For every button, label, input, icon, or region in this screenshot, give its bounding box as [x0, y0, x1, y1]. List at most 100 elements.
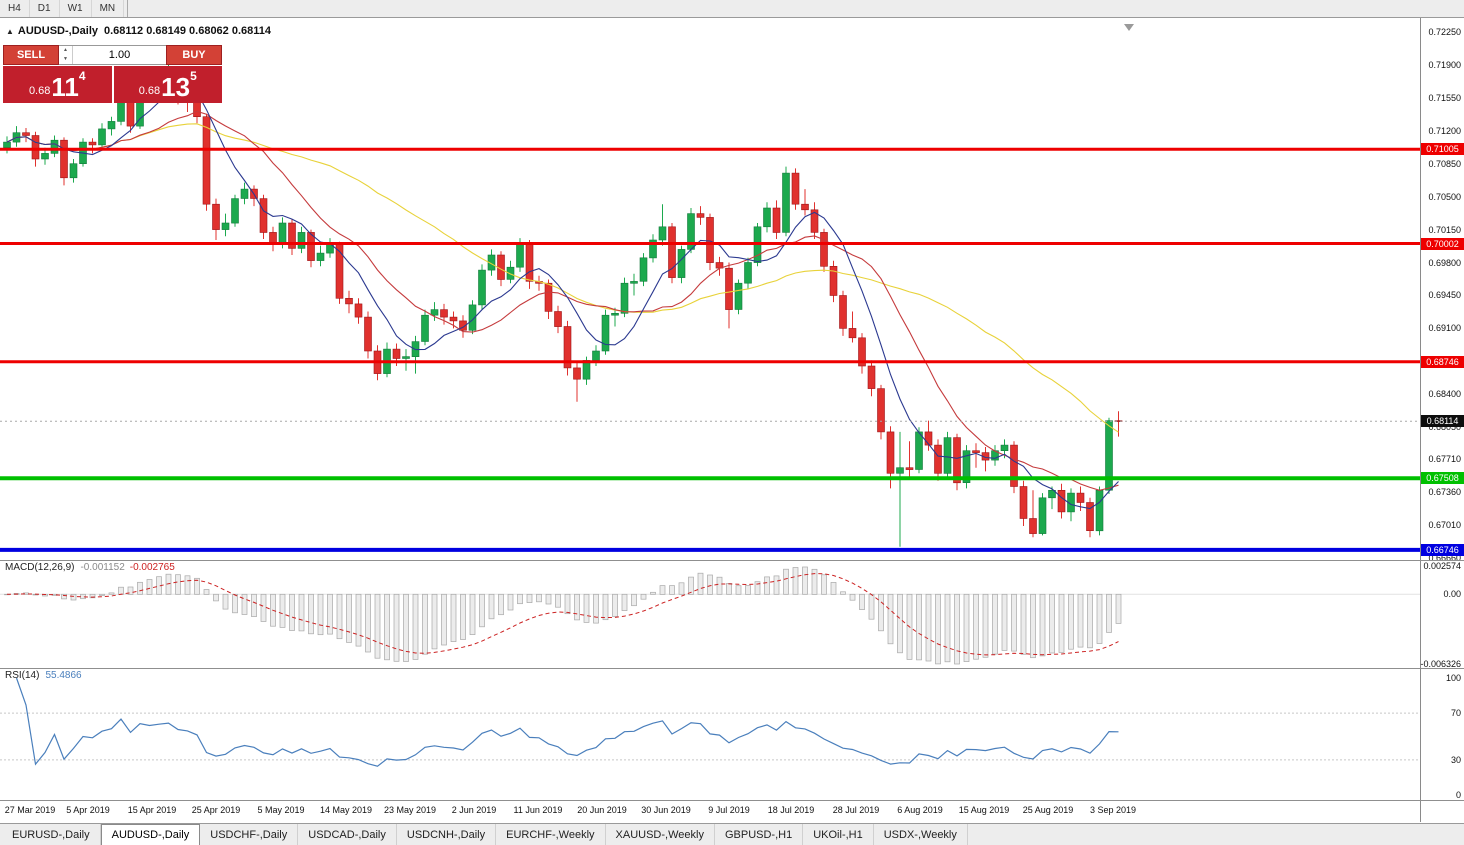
macd-name: MACD(12,26,9) — [5, 562, 75, 573]
macd-signal-value: -0.002765 — [129, 562, 175, 573]
rsi-label: RSI(14) 55.4866 — [5, 670, 82, 681]
price-level-badge: 0.67508 — [1421, 472, 1464, 484]
price-axis-label: 0.68400 — [1428, 389, 1461, 399]
macd-axis-label: 0.00 — [1443, 589, 1461, 599]
volume-down-icon[interactable]: ▼ — [63, 56, 68, 62]
date-label: 25 Aug 2019 — [1022, 805, 1074, 815]
timeframe-button-h4[interactable]: H4 — [0, 0, 30, 17]
price-axis-label: 0.69450 — [1428, 290, 1461, 300]
date-label: 23 May 2019 — [383, 805, 437, 815]
chart-title: ▲ AUDUSD-,Daily 0.68112 0.68149 0.68062 0.… — [6, 25, 271, 37]
price-axis-label: 0.71200 — [1428, 126, 1461, 136]
toolbar-separator — [127, 0, 129, 17]
sell-price-box[interactable]: 0.68 11 4 — [3, 66, 112, 103]
chart-tab-usdchf-daily[interactable]: USDCHF-,Daily — [200, 824, 299, 845]
price-axis-label: 0.70500 — [1428, 192, 1461, 202]
price-axis-border — [1420, 18, 1421, 822]
price-axis-label: 0.71900 — [1428, 60, 1461, 70]
chart-tab-bar: EURUSD-,Daily AUDUSD-,Daily USDCHF-,Daily U… — [0, 823, 1464, 845]
one-click-trading-panel: SELL ▲ ▼ 1.00 BUY 0.68 11 4 0.68 13 5 — [3, 45, 222, 103]
macd-axis-label: -0.006326 — [1420, 659, 1461, 669]
panel-divider[interactable] — [0, 560, 1464, 561]
macd-axis-label: 0.002574 — [1423, 561, 1461, 571]
date-label: 30 Jun 2019 — [641, 805, 691, 815]
price-axis-label: 0.69800 — [1428, 258, 1461, 268]
volume-value[interactable]: 1.00 — [108, 49, 131, 61]
date-label: 20 Jun 2019 — [577, 805, 627, 815]
date-label: 5 May 2019 — [257, 805, 305, 815]
price-axis-label: 0.66660 — [1428, 553, 1461, 563]
price-axis-label: 0.70850 — [1428, 159, 1461, 169]
buy-price-pips: 13 — [161, 72, 191, 102]
chart-tab-xauusd-weekly[interactable]: XAUUSD-,Weekly — [606, 824, 715, 845]
price-axis-label: 0.67010 — [1428, 520, 1461, 530]
price-axis-label: 0.70150 — [1428, 225, 1461, 235]
date-label: 18 Jul 2019 — [767, 805, 815, 815]
rsi-axis-label: 0 — [1455, 790, 1461, 800]
time-axis[interactable]: 27 Mar 2019 5 Apr 2019 15 Apr 2019 25 Apr 2… — [0, 801, 1420, 822]
rsi-axis-label: 70 — [1450, 708, 1461, 718]
rsi-indicator-canvas[interactable] — [0, 668, 1420, 800]
timeframe-button-d1[interactable]: D1 — [30, 0, 60, 17]
date-label: 27 Mar 2019 — [4, 805, 56, 815]
chart-tab-usdcad-daily[interactable]: USDCAD-,Daily — [298, 824, 397, 845]
chart-tab-ukoil-h1[interactable]: UKOil-,H1 — [803, 824, 874, 845]
volume-field[interactable]: ▲ ▼ 1.00 — [59, 45, 166, 65]
price-level-badge: 0.70002 — [1421, 238, 1464, 250]
rsi-value: 55.4866 — [45, 670, 82, 681]
buy-price-pipette: 5 — [190, 69, 197, 83]
buy-price-base: 0.68 — [138, 85, 161, 97]
main-chart-canvas[interactable] — [0, 18, 1420, 560]
date-label: 6 Aug 2019 — [897, 805, 943, 815]
sell-button[interactable]: SELL — [3, 45, 59, 65]
timeframe-button-w1[interactable]: W1 — [60, 0, 92, 17]
chart-tab-usdcnh-daily[interactable]: USDCNH-,Daily — [397, 824, 497, 845]
price-level-badge: 0.68746 — [1421, 356, 1464, 368]
buy-price-box[interactable]: 0.68 13 5 — [113, 66, 222, 103]
chart-tab-gbpusd-h1[interactable]: GBPUSD-,H1 — [715, 824, 804, 845]
date-label: 28 Jul 2019 — [832, 805, 880, 815]
timeframe-button-mn[interactable]: MN — [92, 0, 125, 17]
chart-tab-eurchf-weekly[interactable]: EURCHF-,Weekly — [496, 824, 606, 845]
macd-main-value: -0.001152 — [80, 562, 125, 573]
date-label: 3 Sep 2019 — [1089, 805, 1137, 815]
chart-tab-eurusd-daily[interactable]: EURUSD-,Daily — [2, 824, 101, 845]
date-label: 15 Aug 2019 — [958, 805, 1010, 815]
panel-divider — [0, 800, 1464, 801]
chart-tab-usdx-weekly[interactable]: USDX-,Weekly — [874, 824, 968, 845]
date-label: 14 May 2019 — [319, 805, 373, 815]
price-axis-label: 0.71550 — [1428, 93, 1461, 103]
sell-price-pips: 11 — [51, 72, 79, 102]
date-label: 2 Jun 2019 — [451, 805, 497, 815]
sell-price-pipette: 4 — [78, 69, 86, 83]
price-axis-label: 0.68050 — [1428, 422, 1461, 432]
date-label: 25 Apr 2019 — [191, 805, 241, 815]
chart-shift-marker-icon[interactable] — [1124, 24, 1134, 31]
price-level-badge: 0.71005 — [1421, 143, 1464, 155]
date-label: 15 Apr 2019 — [127, 805, 177, 815]
price-axis-label: 0.67710 — [1428, 454, 1461, 464]
volume-up-icon[interactable]: ▲ — [63, 47, 68, 53]
rsi-axis-label: 100 — [1445, 673, 1461, 683]
one-click-collapse-icon[interactable]: ▲ — [6, 27, 14, 36]
price-axis-label: 0.67360 — [1428, 487, 1461, 497]
rsi-axis-label: 30 — [1450, 755, 1461, 765]
chart-ohlc-values: 0.68112 0.68149 0.68062 0.68114 — [104, 25, 272, 37]
volume-spinner[interactable]: ▲ ▼ — [59, 46, 73, 64]
chart-tab-audusd-daily[interactable]: AUDUSD-,Daily — [100, 824, 201, 845]
panel-divider[interactable] — [0, 668, 1464, 669]
macd-indicator-canvas[interactable] — [0, 560, 1420, 668]
price-axis-label: 0.72250 — [1428, 27, 1461, 37]
timeframe-toolbar: H4 D1 W1 MN — [0, 0, 1464, 18]
rsi-name: RSI(14) — [5, 670, 40, 681]
price-axis[interactable]: 0.72250 0.71900 0.71550 0.71200 0.70850 0.705… — [1420, 18, 1464, 822]
date-label: 5 Apr 2019 — [66, 805, 110, 815]
date-label: 9 Jul 2019 — [708, 805, 750, 815]
date-label: 11 Jun 2019 — [513, 805, 563, 815]
price-axis-label: 0.69100 — [1428, 323, 1461, 333]
buy-button[interactable]: BUY — [166, 45, 222, 65]
macd-label: MACD(12,26,9) -0.001152 -0.002765 — [5, 562, 175, 573]
price-level-badge: 0.66746 — [1421, 544, 1464, 556]
chart-symbol-period: AUDUSD-,Daily — [17, 25, 98, 37]
